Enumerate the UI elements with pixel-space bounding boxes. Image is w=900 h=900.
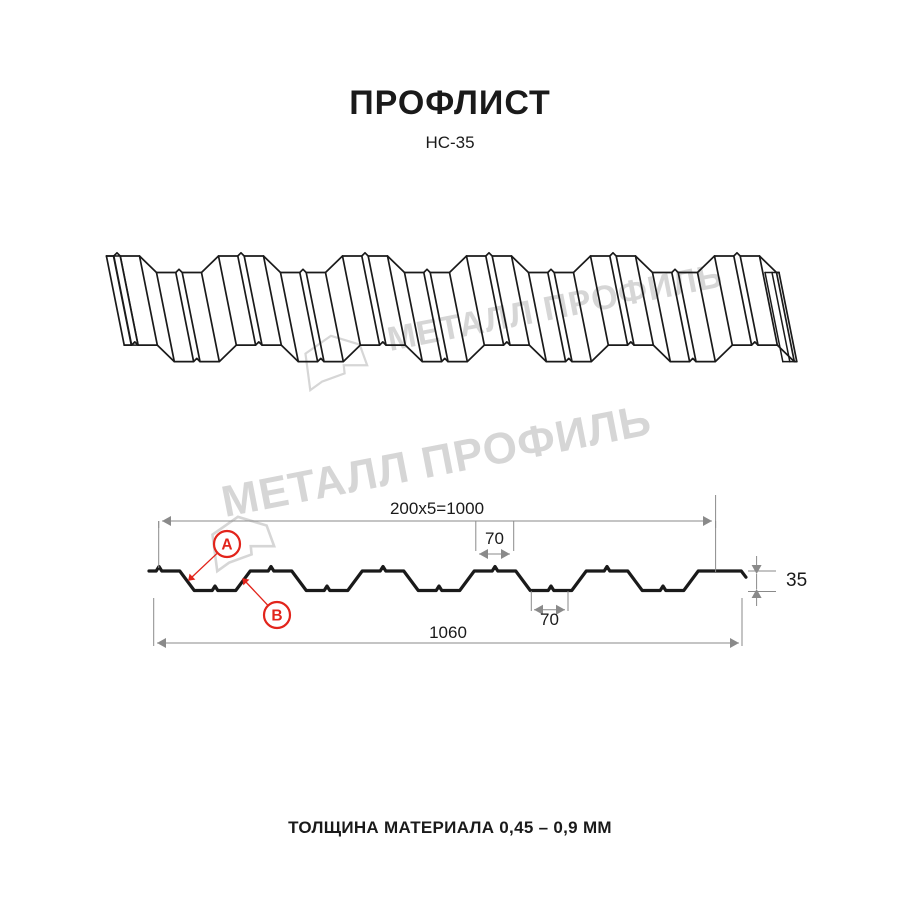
svg-text:70: 70 (540, 610, 559, 629)
svg-text:A: A (221, 537, 232, 554)
svg-text:B: B (271, 608, 282, 625)
svg-text:200x5=1000: 200x5=1000 (390, 499, 484, 518)
svg-text:35: 35 (786, 570, 807, 591)
svg-text:70: 70 (485, 529, 504, 548)
svg-text:1060: 1060 (429, 623, 467, 642)
